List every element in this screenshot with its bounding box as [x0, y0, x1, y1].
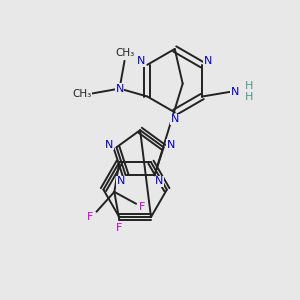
Text: H: H	[244, 92, 253, 103]
Text: N: N	[116, 84, 124, 94]
Text: F: F	[139, 202, 145, 212]
Text: N: N	[105, 140, 113, 150]
Text: N: N	[204, 56, 212, 66]
Text: N: N	[137, 56, 146, 66]
Text: N: N	[117, 176, 125, 186]
Text: CH₃: CH₃	[72, 88, 92, 98]
Text: N: N	[167, 140, 176, 150]
Text: H: H	[244, 81, 253, 91]
Text: F: F	[87, 212, 94, 222]
Text: N: N	[155, 176, 164, 186]
Text: F: F	[116, 223, 122, 232]
Text: N: N	[171, 114, 179, 124]
Text: N: N	[231, 86, 239, 97]
Text: CH₃: CH₃	[115, 48, 134, 58]
